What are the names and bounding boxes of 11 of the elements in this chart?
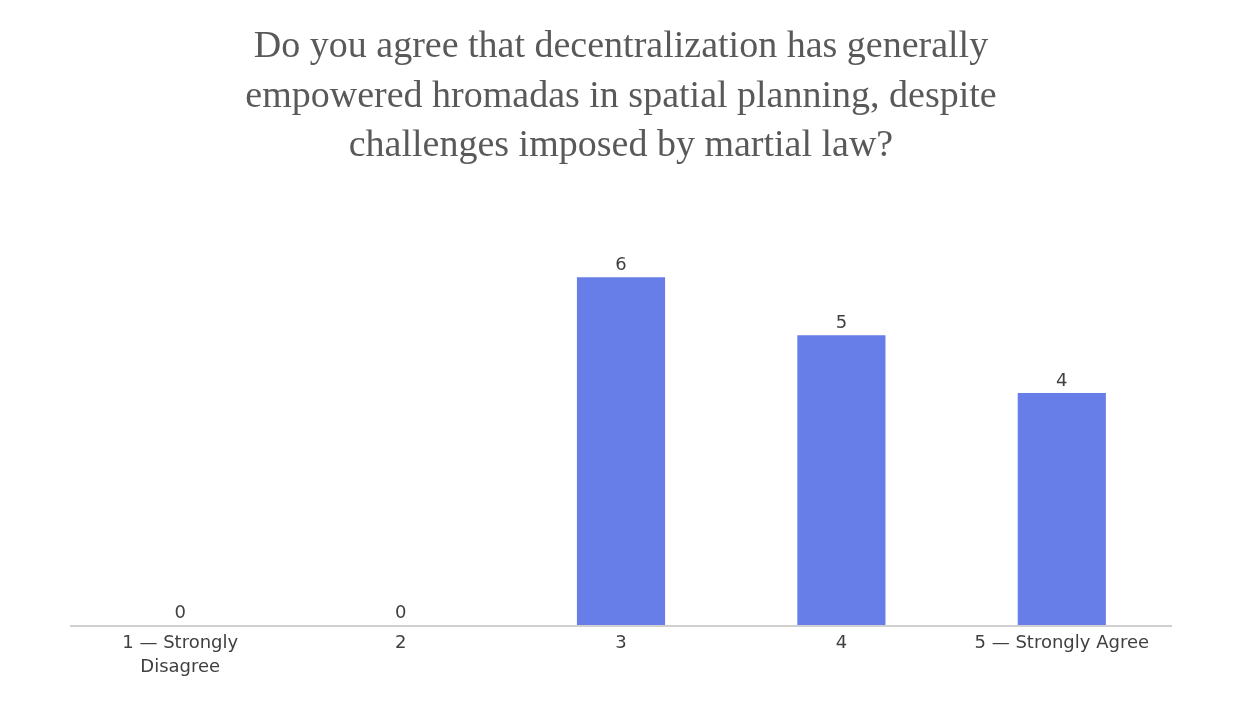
x-tick-label: 3 <box>615 631 627 653</box>
data-label: 4 <box>1056 369 1068 391</box>
data-label: 6 <box>615 253 627 275</box>
x-tick-label: 4 <box>835 631 848 653</box>
data-label: 0 <box>174 601 186 622</box>
data-label: 0 <box>394 601 407 622</box>
x-tick-label: 1 — Strongly Disagree <box>122 631 239 676</box>
data-label: 5 <box>835 311 848 333</box>
x-tick-label: 5 — Strongly Agree <box>974 631 1150 653</box>
x-tick-label: 2 <box>394 631 407 653</box>
chart-title: Do you agree that decentralization has generally empowered hromadas in spatial planning, despite challenges imposed by martial law? <box>245 23 997 164</box>
